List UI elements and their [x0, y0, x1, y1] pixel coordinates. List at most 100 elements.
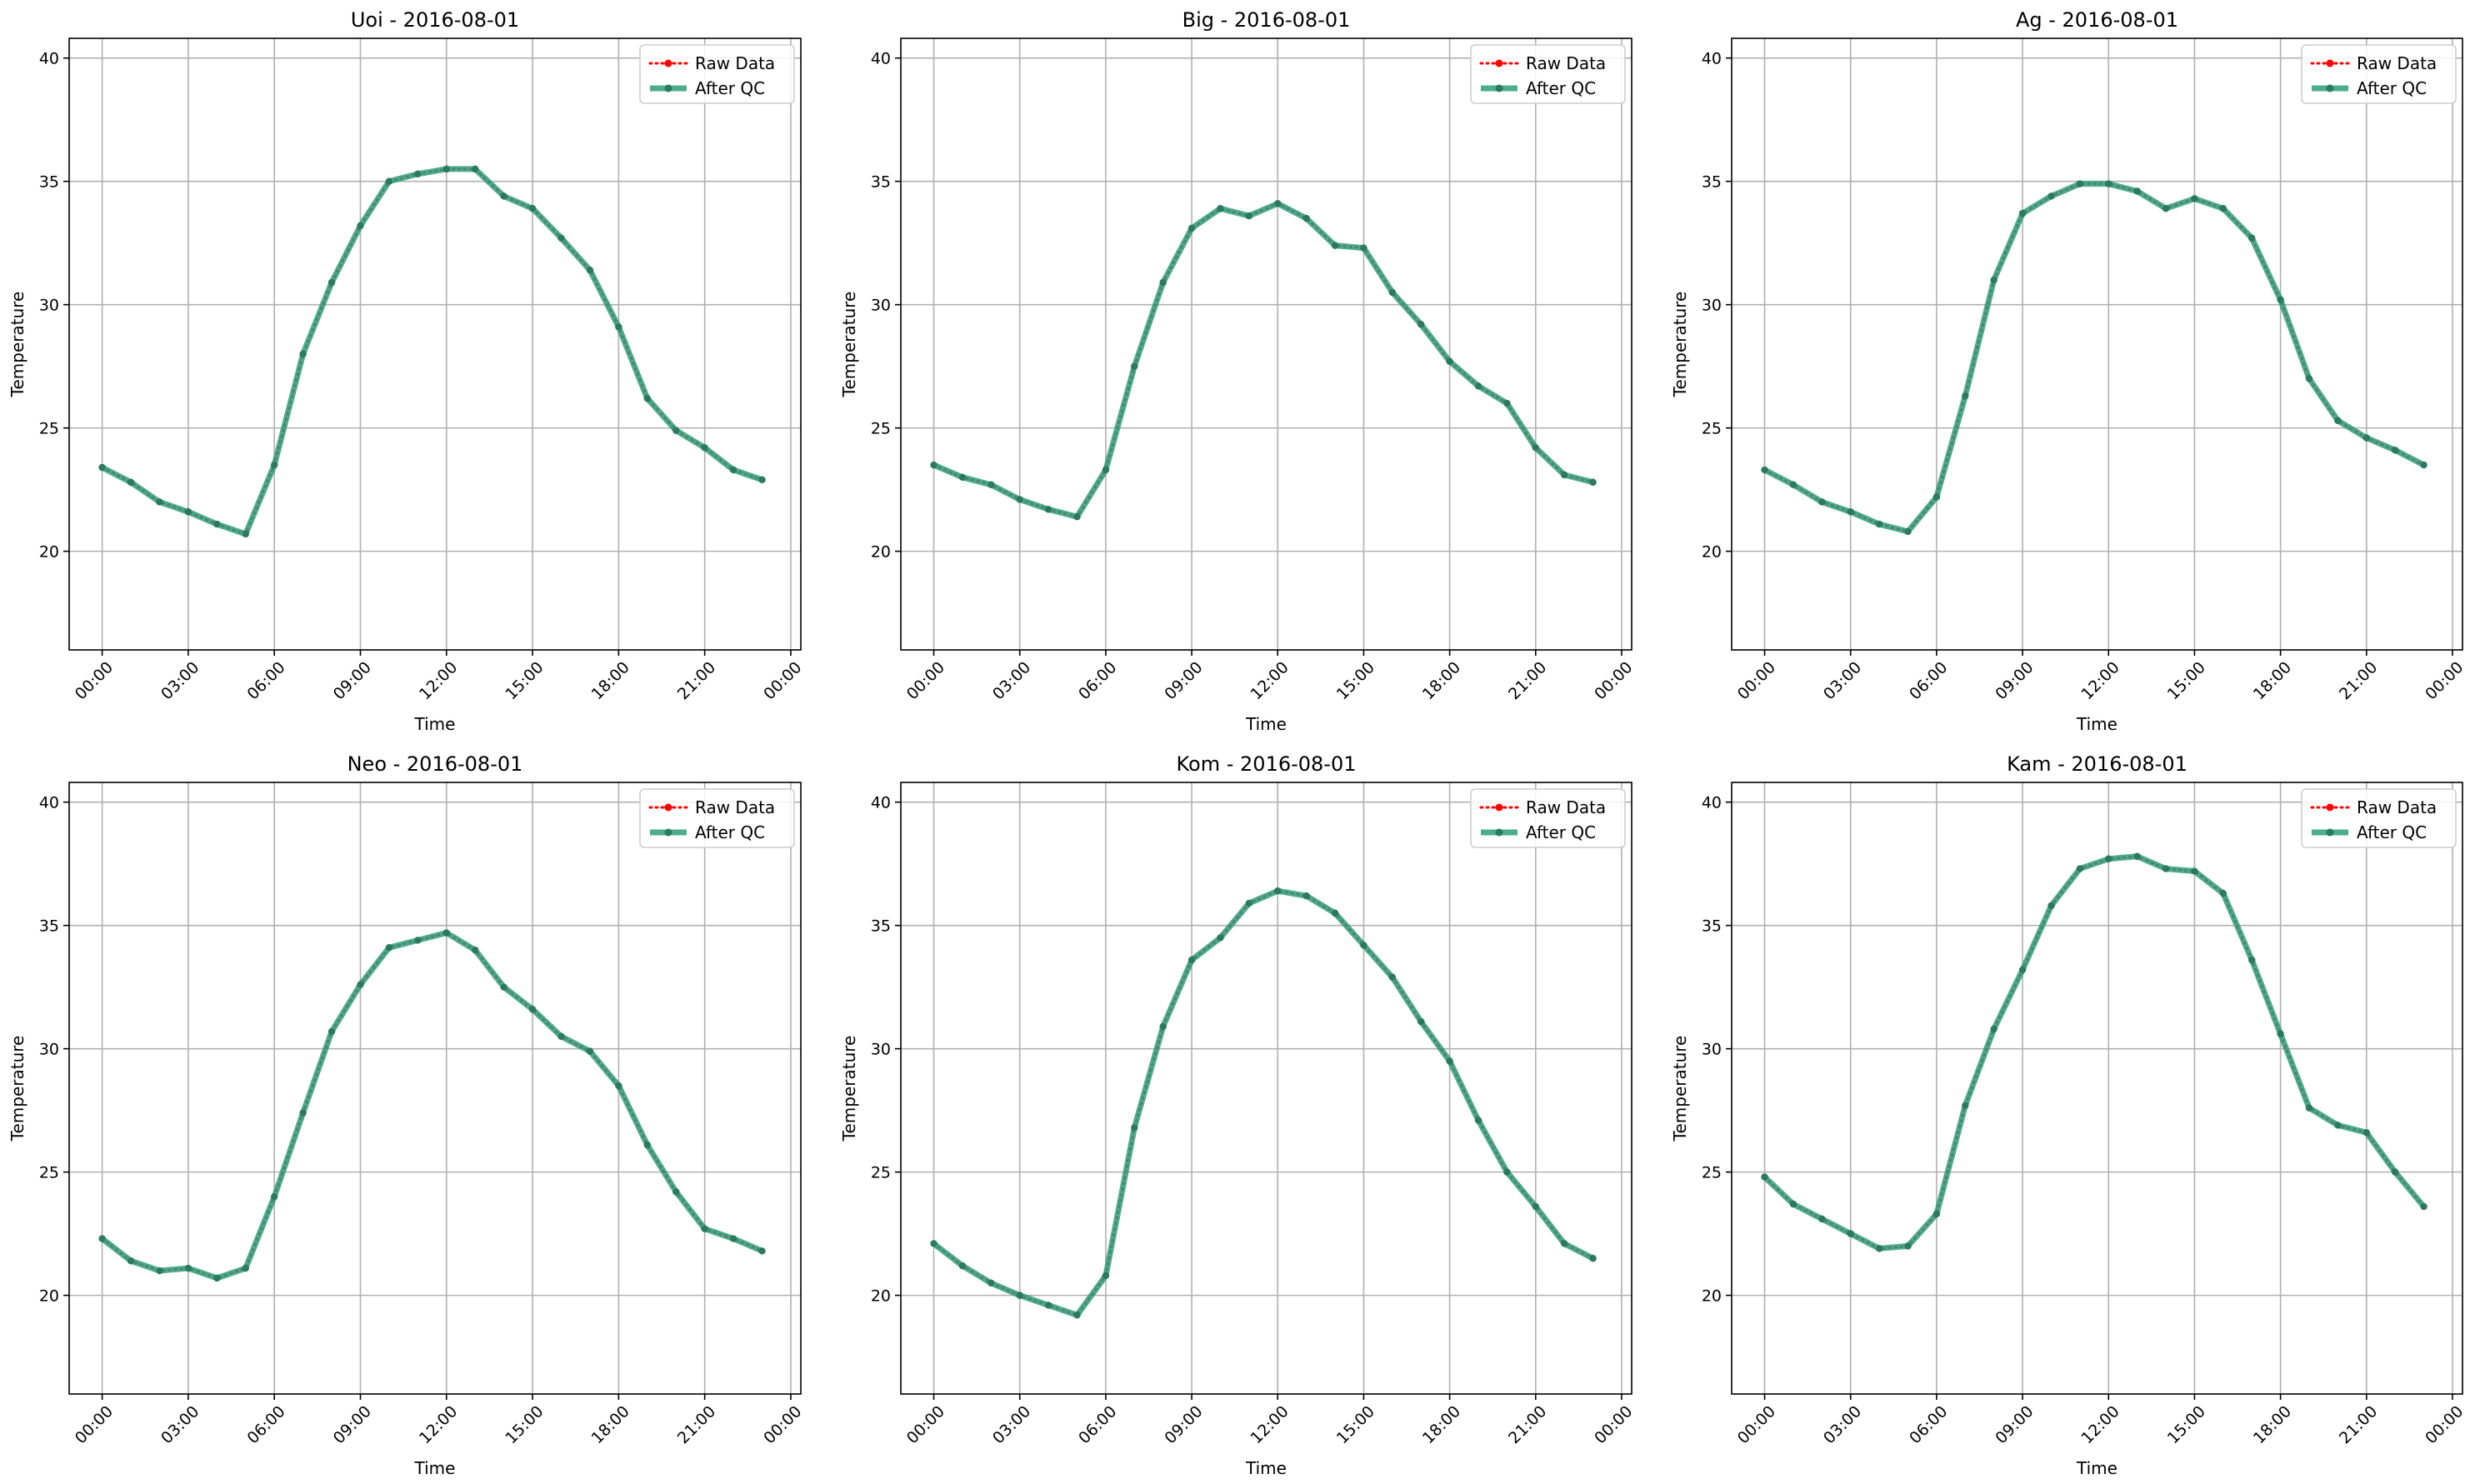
x-tick-label: 12:00 [416, 1402, 461, 1447]
after-qc-point [1274, 200, 1282, 207]
legend-qc-marker [2326, 828, 2334, 837]
axes-frame [68, 37, 802, 651]
x-tick-label: 21:00 [2336, 1402, 2381, 1447]
after-qc-point [2277, 296, 2284, 303]
x-tick-label: 06:00 [243, 1402, 288, 1447]
after-qc-point [643, 394, 651, 402]
axes-frame [1731, 782, 2463, 1395]
x-tick-label: 18:00 [2250, 1402, 2295, 1447]
after-qc-point [758, 476, 766, 483]
raw-data-line [101, 931, 764, 1280]
x-tick-label: 03:00 [989, 658, 1034, 703]
after-qc-point [1159, 278, 1167, 287]
after-qc-point [1761, 466, 1768, 474]
after-qc-point [127, 478, 135, 486]
after-qc-point [1789, 1200, 1798, 1208]
y-axis-label: Temperature [1670, 1036, 1690, 1142]
after-qc-point [1388, 288, 1397, 297]
after-qc-point [528, 205, 537, 212]
chart-title: Kam - 2016-08-01 [2007, 752, 2188, 776]
after-qc-point [1474, 1117, 1482, 1124]
x-tick-label: 00:00 [1734, 1402, 1779, 1447]
legend-qc-label: After QC [2357, 822, 2427, 842]
x-tick-label: 09:00 [1161, 658, 1206, 703]
after-qc-point [1990, 276, 1998, 284]
after-qc-point [2420, 1202, 2428, 1211]
y-tick-label: 25 [1702, 1164, 1722, 1182]
chart-title: Kom - 2016-08-01 [1177, 752, 1357, 776]
x-tick-label: 21:00 [1505, 1402, 1550, 1447]
y-tick-label: 30 [871, 1041, 891, 1059]
legend: Raw Data After QC [639, 44, 795, 104]
after-qc-point [1962, 392, 1969, 400]
after-qc-line [932, 887, 1595, 1318]
after-qc-point [385, 944, 393, 952]
after-qc-point [1302, 214, 1310, 222]
after-qc-point [988, 481, 995, 488]
after-qc-line [1762, 181, 2426, 535]
chart-panel-6: 20 25 30 35 40 00:00 03:00 06:00 09:00 12:00 15:00… [1670, 752, 2467, 1478]
chart-panel-5: 20 25 30 35 40 00:00 03:00 06:00 09:00 12:00 15:00… [839, 752, 1636, 1478]
x-tick-label: 00:00 [2422, 658, 2467, 703]
after-qc-point [1532, 1202, 1539, 1211]
x-tick-label: 00:00 [72, 1402, 117, 1447]
after-qc-point [2391, 447, 2399, 454]
after-qc-point [1962, 1102, 1969, 1109]
after-qc-point [2334, 1122, 2342, 1129]
after-qc-point [1589, 478, 1597, 486]
after-qc-point [500, 192, 508, 200]
y-tick-label: 25 [871, 420, 891, 438]
after-qc-point [1388, 973, 1397, 982]
legend: Raw Data After QC [1470, 44, 1626, 104]
after-qc-point [2133, 852, 2141, 860]
chart-title: Uoi - 2016-08-01 [351, 8, 519, 32]
y-tick-label: 25 [1702, 420, 1722, 438]
after-qc-point [1818, 498, 1826, 506]
y-tick-label: 35 [39, 917, 59, 936]
after-qc-line [100, 166, 763, 537]
after-qc-point [1532, 444, 1539, 452]
after-qc-point [2248, 234, 2256, 242]
legend-raw-marker [2326, 803, 2334, 812]
y-tick-label: 40 [39, 50, 59, 68]
after-qc-point [672, 1188, 680, 1196]
legend-qc-label: After QC [1526, 822, 1596, 842]
x-tick-label: 15:00 [502, 658, 547, 703]
x-axis-label: Time [414, 1458, 456, 1478]
after-qc-point [729, 1235, 738, 1242]
after-qc-point [1217, 205, 1224, 212]
x-axis-label: Time [414, 714, 456, 734]
legend-qc-label: After QC [1526, 78, 1596, 98]
after-qc-point [758, 1247, 766, 1255]
after-qc-point [156, 498, 163, 506]
x-tick-label: 15:00 [2164, 658, 2209, 703]
y-tick-label: 30 [39, 1041, 59, 1059]
after-qc-point [2105, 855, 2112, 862]
legend: Raw Data After QC [2301, 788, 2457, 848]
after-qc-point [1474, 382, 1482, 390]
after-qc-point [184, 1264, 192, 1272]
y-tick-label: 20 [1702, 543, 1722, 562]
raw-data-line [101, 167, 764, 536]
legend-raw-label: Raw Data [695, 797, 775, 817]
after-qc-point [472, 947, 479, 954]
y-tick-label: 30 [1702, 297, 1722, 315]
after-qc-point [1932, 493, 1941, 501]
after-qc-point [385, 177, 393, 185]
x-tick-label: 21:00 [2336, 658, 2381, 703]
after-qc-point [729, 466, 738, 474]
after-qc-point [1102, 466, 1110, 474]
y-tick-label: 25 [39, 1164, 59, 1182]
after-qc-line [932, 200, 1594, 520]
after-qc-point [1217, 934, 1224, 942]
x-tick-label: 18:00 [588, 1402, 633, 1447]
x-tick-label: 18:00 [588, 658, 633, 703]
after-qc-point [1418, 321, 1425, 328]
after-qc-point [586, 1047, 594, 1055]
after-qc-point [1589, 1255, 1597, 1262]
x-tick-label: 00:00 [760, 1402, 805, 1447]
after-qc-point [156, 1267, 163, 1275]
y-tick-label: 20 [871, 543, 891, 562]
after-qc-point [1331, 909, 1339, 917]
after-qc-line [100, 930, 763, 1282]
